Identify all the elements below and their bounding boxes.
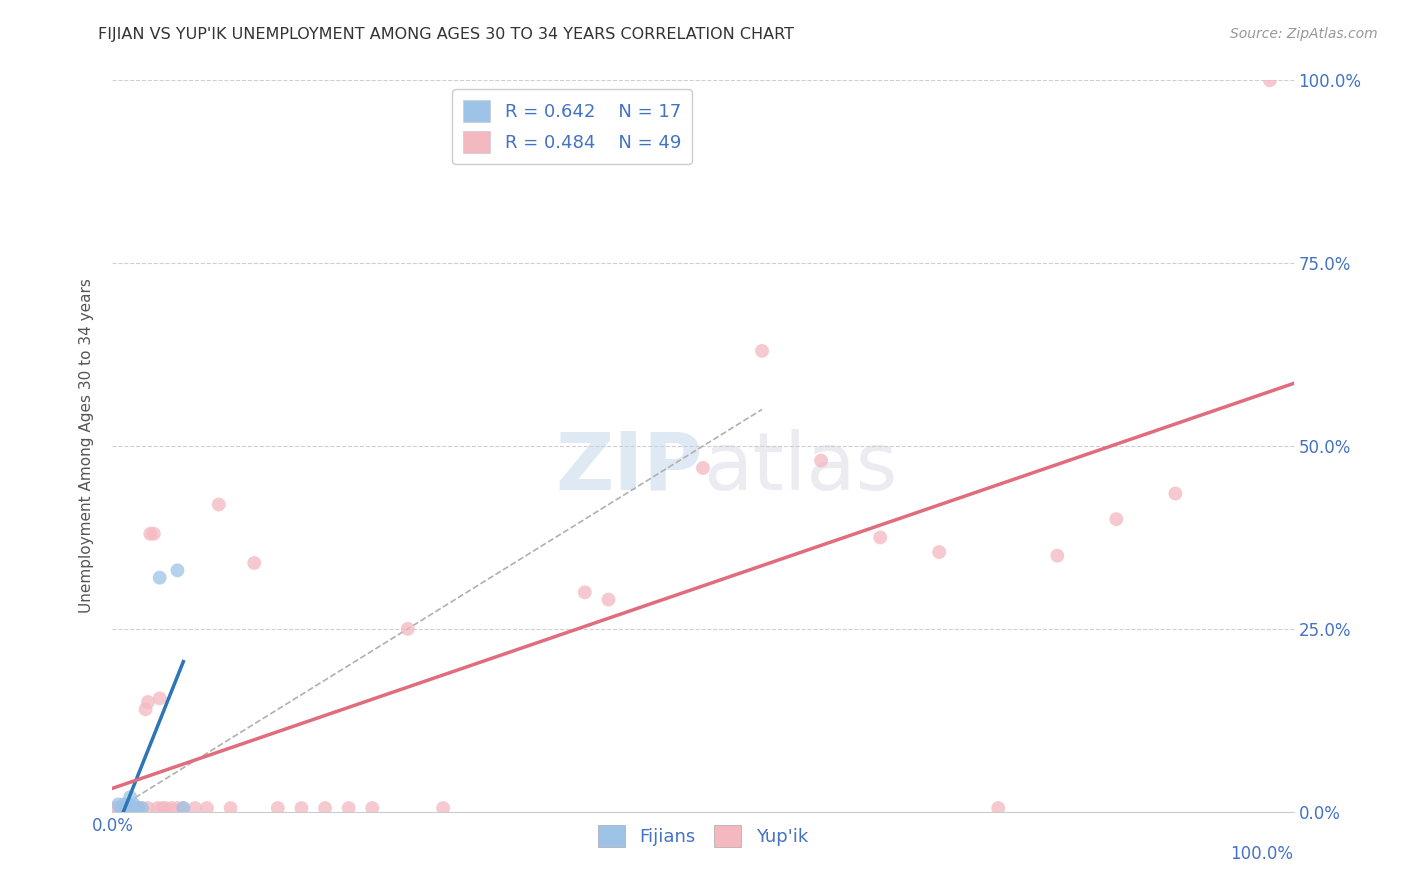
Point	[1258, 73, 1281, 87]
Point	[1164, 486, 1187, 500]
Point	[117, 801, 139, 815]
Point	[107, 801, 129, 815]
Point	[219, 801, 242, 815]
Point	[208, 498, 231, 512]
Point	[928, 545, 950, 559]
Point	[110, 801, 132, 815]
Point	[267, 801, 290, 815]
Point	[195, 801, 218, 815]
Point	[112, 797, 135, 812]
Point	[142, 526, 165, 541]
Point	[1105, 512, 1128, 526]
Point	[361, 801, 384, 815]
Point	[149, 571, 172, 585]
Y-axis label: Unemployment Among Ages 30 to 34 years: Unemployment Among Ages 30 to 34 years	[79, 278, 94, 614]
Point	[120, 797, 142, 812]
Point	[111, 801, 134, 815]
Text: Source: ZipAtlas.com: Source: ZipAtlas.com	[1230, 27, 1378, 41]
Point	[139, 526, 162, 541]
Point	[574, 585, 596, 599]
Point	[131, 801, 153, 815]
Point	[120, 801, 142, 815]
Point	[184, 801, 207, 815]
Point	[598, 592, 620, 607]
Point	[396, 622, 419, 636]
Point	[166, 563, 188, 577]
Point	[127, 801, 149, 815]
Point	[150, 801, 173, 815]
Point	[314, 801, 336, 815]
Point	[112, 797, 135, 812]
Point	[135, 702, 157, 716]
Text: atlas: atlas	[703, 429, 897, 507]
Point	[115, 801, 138, 815]
Point	[810, 453, 832, 467]
Point	[869, 530, 891, 544]
Point	[136, 695, 159, 709]
Point	[751, 343, 773, 358]
Point	[432, 801, 454, 815]
Point	[290, 801, 312, 815]
Point	[160, 801, 183, 815]
Point	[112, 801, 135, 815]
Point	[120, 790, 142, 805]
Text: FIJIAN VS YUP'IK UNEMPLOYMENT AMONG AGES 30 TO 34 YEARS CORRELATION CHART: FIJIAN VS YUP'IK UNEMPLOYMENT AMONG AGES…	[98, 27, 794, 42]
Point	[131, 801, 153, 815]
Point	[110, 801, 132, 815]
Point	[115, 801, 138, 815]
Point	[112, 801, 135, 815]
Text: ZIP: ZIP	[555, 429, 703, 507]
Point	[125, 801, 148, 815]
Point	[149, 691, 172, 706]
Point	[120, 801, 142, 815]
Point	[127, 801, 149, 815]
Point	[243, 556, 266, 570]
Legend: Fijians, Yup'ik: Fijians, Yup'ik	[591, 817, 815, 854]
Point	[1046, 549, 1069, 563]
Point	[166, 801, 188, 815]
Point	[125, 801, 148, 815]
Point	[172, 801, 194, 815]
Point	[112, 801, 135, 815]
Point	[122, 801, 145, 815]
Point	[155, 801, 177, 815]
Point	[105, 801, 128, 815]
Point	[107, 797, 129, 812]
Point	[136, 801, 159, 815]
Point	[111, 801, 134, 815]
Point	[337, 801, 360, 815]
Text: 100.0%: 100.0%	[1230, 845, 1294, 863]
Point	[146, 801, 169, 815]
Point	[692, 461, 714, 475]
Point	[172, 801, 194, 815]
Point	[122, 797, 145, 812]
Point	[987, 801, 1010, 815]
